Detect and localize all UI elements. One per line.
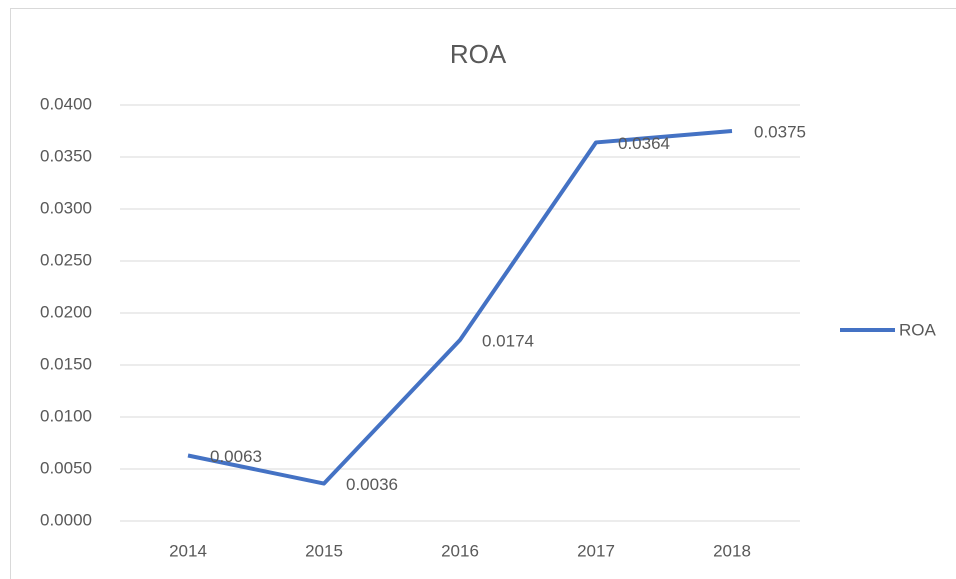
- y-tick-label: 0.0000: [40, 510, 92, 529]
- y-tick-label: 0.0350: [40, 146, 92, 165]
- data-label: 0.0375: [754, 122, 806, 141]
- chart-title: ROA: [450, 39, 507, 69]
- y-tick-label: 0.0250: [40, 250, 92, 269]
- chart-border: [10, 8, 956, 579]
- y-tick-label: 0.0400: [40, 94, 92, 113]
- x-tick-label: 2018: [713, 541, 751, 560]
- y-tick-label: 0.0300: [40, 198, 92, 217]
- legend-label: ROA: [899, 320, 937, 339]
- y-tick-label: 0.0150: [40, 354, 92, 373]
- x-tick-label: 2015: [305, 541, 343, 560]
- data-label: 0.0174: [482, 332, 534, 351]
- y-tick-label: 0.0050: [40, 458, 92, 477]
- data-label: 0.0063: [210, 447, 262, 466]
- x-tick-label: 2017: [577, 541, 615, 560]
- data-label: 0.0036: [346, 475, 398, 494]
- x-tick-label: 2014: [169, 541, 207, 560]
- y-tick-label: 0.0100: [40, 406, 92, 425]
- data-line: [187, 129, 733, 486]
- data-label: 0.0364: [618, 134, 670, 153]
- x-tick-label: 2016: [441, 541, 479, 560]
- y-tick-label: 0.0200: [40, 302, 92, 321]
